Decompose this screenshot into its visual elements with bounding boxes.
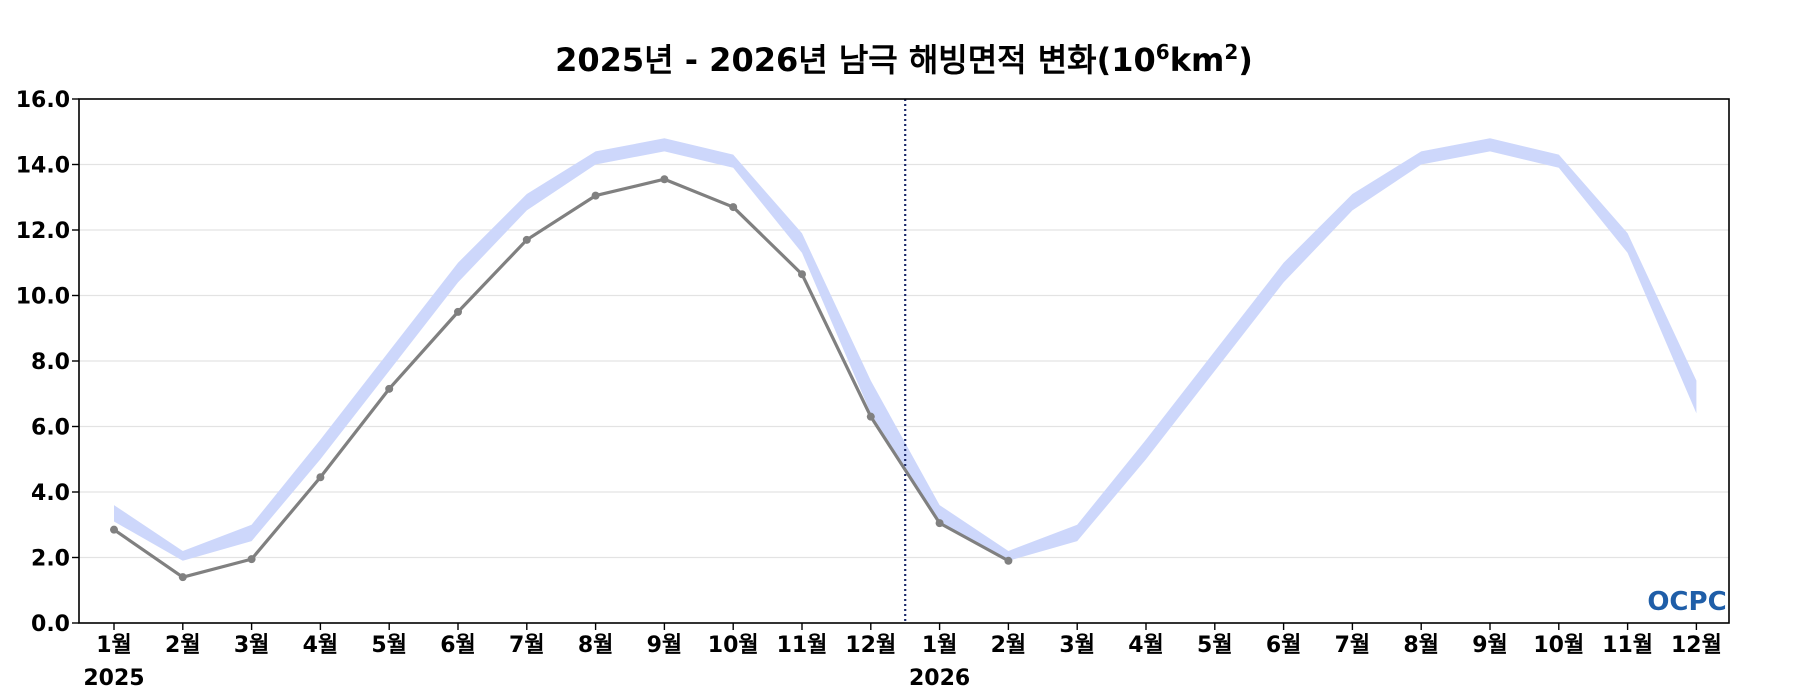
x-tick-label-7: 8월	[578, 633, 614, 658]
chart-title-exponent-1: 6	[1156, 40, 1170, 64]
y-tick-label-2: 4.0	[31, 481, 70, 506]
observed-point-3	[316, 473, 325, 482]
x-tick-label-20: 9월	[1472, 633, 1508, 658]
x-tick-label-22: 11월	[1602, 633, 1653, 658]
x-tick-label-13: 2월	[991, 633, 1027, 658]
x-tick-label-9: 10월	[708, 633, 759, 658]
gridlines	[79, 163, 1729, 559]
observed-point-10	[798, 270, 806, 279]
x-tick-label-11: 12월	[845, 633, 896, 658]
observed-point-11	[866, 412, 875, 421]
x-tick-label-21: 10월	[1533, 633, 1584, 658]
observed-point-12	[935, 519, 944, 528]
observed-series-line	[113, 177, 1010, 579]
chart-title-end: )	[1238, 41, 1253, 79]
y-axis-ticks: 0.0 2.0 4.0 6.0 8.0 10.0 12.0 14.0 16.0	[16, 88, 79, 637]
y-tick-label-5: 10.0	[16, 285, 70, 310]
x-tick-label-1: 2월	[165, 633, 201, 658]
chart-title: 2025년 - 2026년 남극 해빙면적 변화(106km2)	[555, 40, 1253, 79]
x-tick-label-14: 3월	[1059, 633, 1095, 658]
ocpc-logo-text: OCPC	[1647, 587, 1726, 617]
x-tick-label-10: 11월	[777, 633, 828, 658]
observed-point-4	[385, 384, 394, 393]
x-tick-label-2: 3월	[234, 633, 270, 658]
y-tick-label-8: 16.0	[16, 88, 70, 113]
x-tick-label-0: 1월	[96, 633, 132, 658]
x-tick-label-19: 8월	[1403, 633, 1439, 658]
x-tick-label-6: 7월	[509, 633, 545, 658]
x-tick-label-23: 12월	[1671, 633, 1722, 658]
ocpc-logo: OCPC	[1647, 587, 1726, 617]
chart-title-unit: km	[1170, 41, 1225, 79]
observed-point-6	[522, 235, 531, 244]
y-tick-label-3: 6.0	[31, 416, 70, 441]
observed-point-2	[247, 555, 256, 564]
y-tick-label-1: 2.0	[31, 547, 70, 572]
x-tick-label-5: 6월	[440, 633, 476, 658]
chart-title-exponent-2: 2	[1224, 40, 1238, 64]
year-label-2025: 2025	[83, 666, 144, 691]
year-label-2026: 2026	[909, 666, 970, 691]
x-tick-label-3: 4월	[303, 633, 339, 658]
observed-point-1	[178, 573, 187, 582]
y-tick-label-6: 12.0	[16, 219, 70, 244]
observed-point-5	[454, 307, 462, 316]
y-tick-label-0: 0.0	[31, 612, 70, 637]
observed-point-0	[110, 525, 118, 534]
chart-title-main: 2025년 - 2026년 남극 해빙면적 변화(10	[555, 41, 1156, 79]
observed-point-13	[1004, 556, 1013, 565]
y-tick-label-4: 8.0	[31, 350, 70, 375]
observed-line	[110, 175, 1013, 582]
x-tick-label-4: 5월	[371, 633, 407, 658]
observed-point-7	[591, 191, 600, 200]
x-tick-label-12: 1월	[922, 633, 958, 658]
y-tick-label-7: 14.0	[16, 154, 70, 179]
x-tick-label-17: 6월	[1266, 633, 1302, 658]
x-tick-label-8: 9월	[647, 633, 683, 658]
observed-point-8	[660, 175, 669, 184]
x-tick-label-18: 7월	[1335, 633, 1371, 658]
x-axis-ticks: 1월 2월 3월 4월 5월 6월 7월 8월 9월 10월 11월 12월 1월 2월 3월 4월 5월 6월 7…	[96, 623, 1722, 658]
year-labels: 2025 2026	[83, 666, 970, 691]
x-tick-label-16: 5월	[1197, 633, 1233, 658]
observed-point-9	[729, 203, 738, 212]
x-tick-label-15: 4월	[1128, 633, 1164, 658]
